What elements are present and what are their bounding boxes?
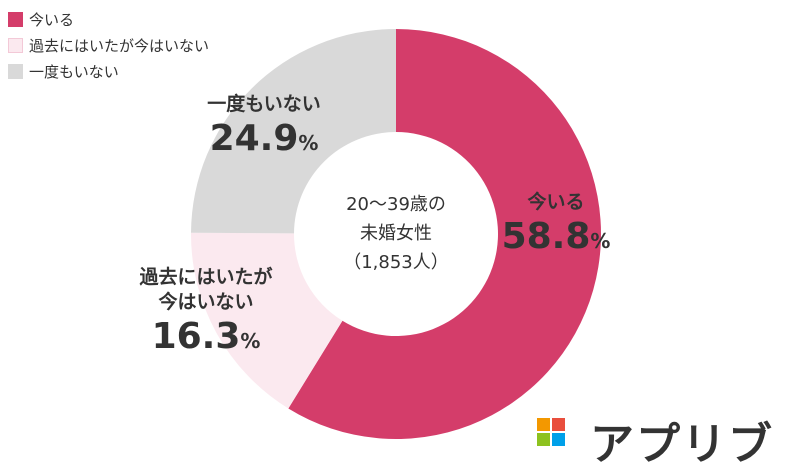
- logo-square: [552, 418, 565, 431]
- category-label: 今いる: [527, 191, 585, 213]
- slice-label: 一度もいない 24.9%: [194, 92, 334, 165]
- center-line: （1,853人）: [343, 252, 449, 273]
- logo-square: [537, 433, 550, 446]
- center-label: 20〜39歳の 未婚女性 （1,853人）: [343, 190, 449, 277]
- slice: [191, 29, 396, 234]
- legend-swatch: [8, 37, 23, 53]
- value-label: 58.8%: [501, 216, 611, 257]
- legend: 今いる過去にはいたが今はいない 一度もいない: [8, 6, 209, 84]
- legend-swatch: [8, 11, 23, 27]
- center-line: 未婚女性: [360, 223, 432, 244]
- brand: アプリブ: [590, 419, 774, 470]
- slice-label: 今いる 58.8%: [496, 190, 616, 263]
- legend-item: 今いる: [8, 6, 209, 32]
- slice: [191, 232, 343, 409]
- legend-item: 過去にはいたが今はいない: [8, 32, 209, 58]
- logo-square: [537, 418, 550, 431]
- center-line: 20〜39歳の: [346, 194, 446, 215]
- category-label: 一度もいない: [207, 93, 321, 115]
- slice-label: 過去にはいたが今はいない 16.3%: [136, 265, 276, 363]
- legend-label: 一度もいない: [29, 62, 119, 81]
- value-label: 24.9%: [209, 118, 319, 159]
- legend-label: 過去にはいたが今はいない: [29, 36, 210, 55]
- slice: [288, 29, 601, 439]
- value-label: 16.3%: [151, 316, 261, 357]
- legend-swatch: [8, 63, 23, 79]
- logo-square: [552, 433, 565, 446]
- category-label: 過去にはいたが今はいない: [139, 266, 273, 313]
- legend-label: 今いる: [29, 10, 75, 29]
- legend-item: 一度もいない: [8, 58, 209, 84]
